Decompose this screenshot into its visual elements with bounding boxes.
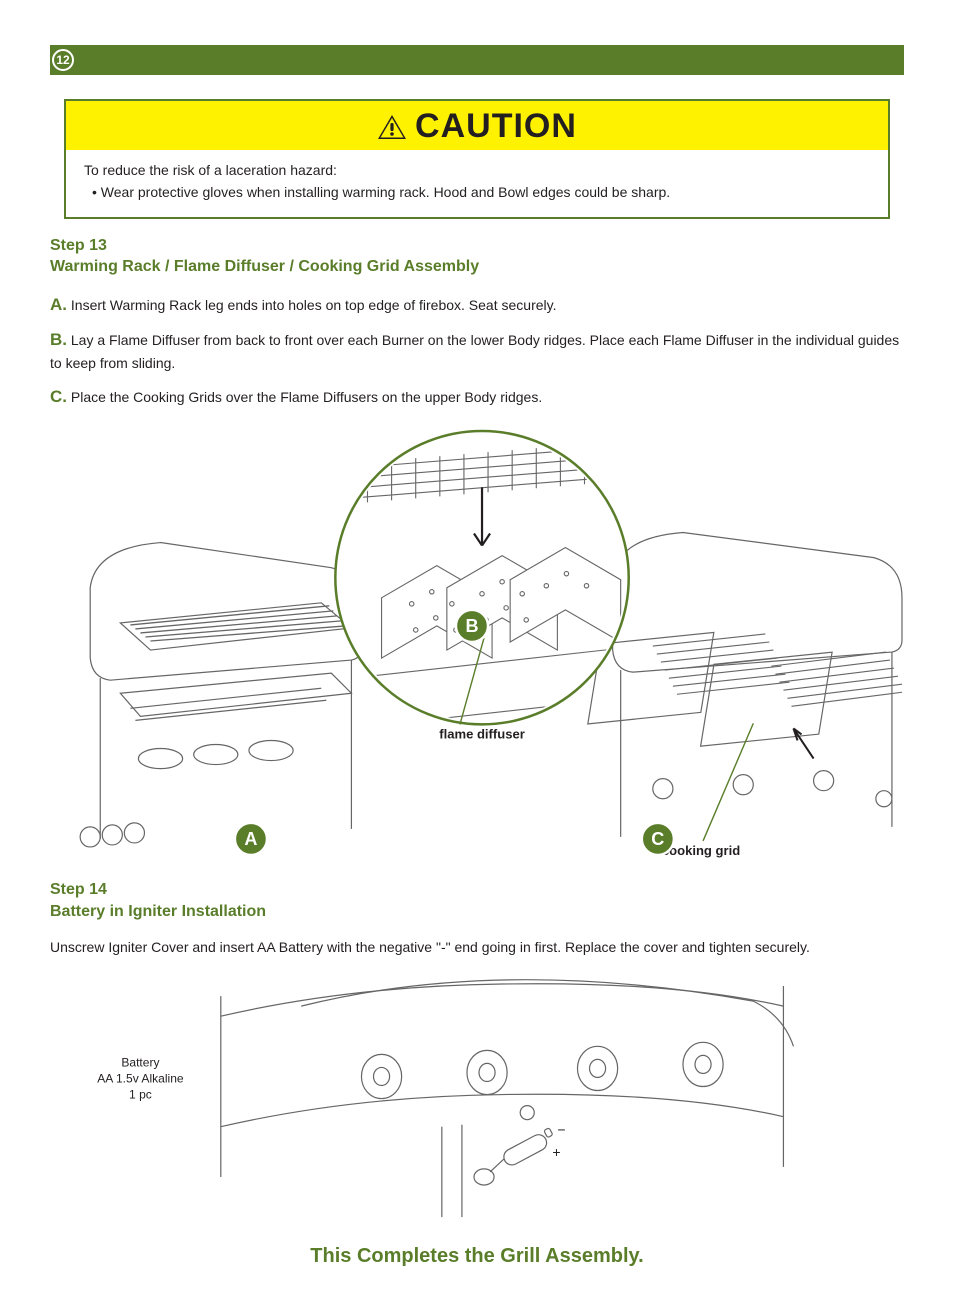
- svg-text:+: +: [552, 1143, 560, 1159]
- step-14-label: Step 14: [50, 881, 107, 898]
- svg-text:−: −: [557, 1121, 565, 1137]
- caution-header: CAUTION: [66, 101, 888, 150]
- battery-label-1: Battery: [121, 1055, 159, 1069]
- svg-text:C: C: [651, 829, 664, 849]
- page-number-badge: 12: [52, 49, 74, 71]
- step-14-title: Battery in Igniter Installation: [50, 901, 904, 923]
- step-14-body: Unscrew Igniter Cover and insert AA Batt…: [50, 937, 904, 958]
- caution-intro: To reduce the risk of a laceration hazar…: [84, 160, 870, 180]
- header-green-bar: 12: [50, 45, 904, 75]
- caution-body: To reduce the risk of a laceration hazar…: [66, 150, 888, 217]
- callout-c: C: [642, 823, 674, 855]
- caution-bullet: Wear protective gloves when installing w…: [92, 182, 870, 202]
- step-13-section: Step 13 Warming Rack / Flame Diffuser / …: [50, 235, 904, 870]
- step-13-item-a: A. Insert Warming Rack leg ends into hol…: [50, 292, 904, 318]
- warning-icon: [377, 114, 407, 140]
- caution-box: CAUTION To reduce the risk of a lacerati…: [64, 99, 890, 219]
- assembly-diagram: flame diffuser cooking grid A B C: [50, 427, 904, 869]
- step-13-figure: flame diffuser cooking grid A B C: [50, 427, 904, 869]
- step-14-figure: Battery AA 1.5v Alkaline 1 pc: [50, 976, 904, 1227]
- step-13-label: Step 13: [50, 237, 107, 254]
- page-number: 12: [56, 53, 69, 67]
- callout-a: A: [235, 823, 267, 855]
- battery-label-3: 1 pc: [129, 1087, 152, 1101]
- svg-text:A: A: [244, 829, 257, 849]
- battery-label-2: AA 1.5v Alkaline: [97, 1071, 184, 1085]
- igniter-diagram: Battery AA 1.5v Alkaline 1 pc: [50, 976, 904, 1227]
- step-13-item-b: B. Lay a Flame Diffuser from back to fro…: [50, 327, 904, 374]
- caution-heading: CAUTION: [415, 107, 577, 146]
- completion-text: This Completes the Grill Assembly.: [50, 1245, 904, 1268]
- step-13-item-c: C. Place the Cooking Grids over the Flam…: [50, 384, 904, 410]
- step-13-title: Warming Rack / Flame Diffuser / Cooking …: [50, 256, 904, 278]
- flame-diffuser-label: flame diffuser: [439, 727, 525, 742]
- step-14-section: Step 14 Battery in Igniter Installation …: [50, 879, 904, 1226]
- callout-b: B: [456, 610, 488, 642]
- svg-text:B: B: [465, 616, 478, 636]
